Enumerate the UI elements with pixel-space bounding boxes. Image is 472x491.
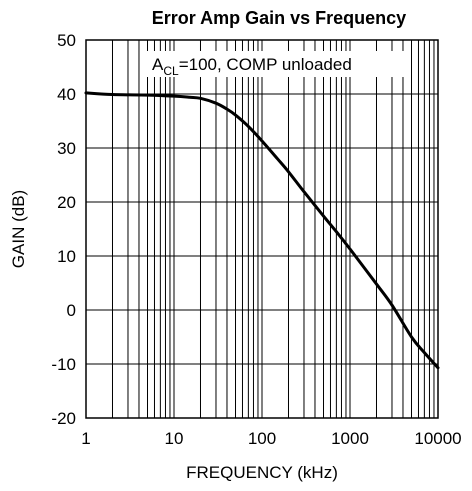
annotation-box: ACL=100, COMP unloaded (146, 51, 404, 78)
series-layer (84, 91, 440, 370)
y-tick-label: -20 (51, 409, 76, 428)
x-tick-label: 10 (165, 429, 184, 448)
x-tick-label: 100 (248, 429, 276, 448)
y-tick-label: 40 (57, 85, 76, 104)
chart-title: Error Amp Gain vs Frequency (152, 8, 406, 28)
gain-curve (84, 91, 440, 370)
annotation-text: ACL=100, COMP unloaded (152, 55, 352, 78)
annotation-rest: =100, COMP unloaded (179, 55, 352, 74)
x-tick-label: 1 (81, 429, 90, 448)
y-tick-label: 20 (57, 193, 76, 212)
grid-lines (86, 39, 438, 419)
y-tick-label: 30 (57, 139, 76, 158)
plot-frame (85, 39, 439, 419)
y-axis-label: GAIN (dB) (9, 190, 28, 268)
x-axis-label: FREQUENCY (kHz) (186, 463, 338, 482)
annotation-background (146, 51, 404, 77)
y-tick-label: 0 (67, 301, 76, 320)
y-tick-label: -10 (51, 355, 76, 374)
y-tick-label: 50 (57, 31, 76, 50)
annotation-subscript: CL (163, 64, 179, 78)
y-tick-label: 10 (57, 247, 76, 266)
x-tick-label: 1000 (331, 429, 369, 448)
plot-border (85, 39, 439, 419)
x-tick-label: 10000 (414, 429, 461, 448)
annotation-main: A (152, 55, 164, 74)
